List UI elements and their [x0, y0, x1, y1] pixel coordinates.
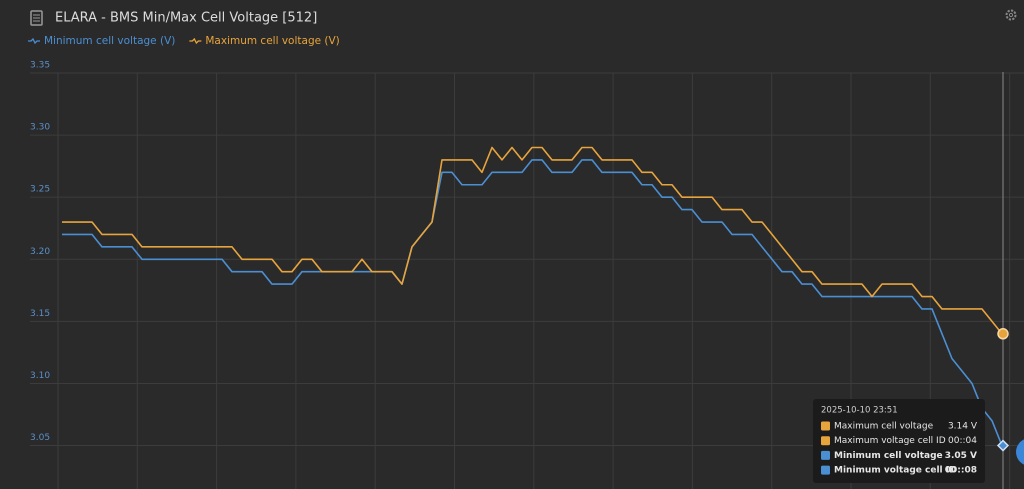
tooltip-item-value: 3.05 V — [945, 451, 977, 461]
y-tick-label: 3.15 — [30, 309, 50, 319]
tooltip: 2025-10-10 23:51 Maximum cell voltage 3.14… — [813, 399, 985, 483]
tooltip-item-name: Maximum cell voltage — [834, 422, 934, 432]
assistant-bubble — [1016, 439, 1024, 465]
y-tick-label: 3.05 — [30, 433, 50, 443]
y-tick-label: 3.30 — [30, 123, 50, 133]
legend: Minimum cell voltage (V) Maximum cell vol… — [28, 35, 340, 47]
y-tick-label: 3.35 — [30, 61, 50, 71]
chart-title: ELARA - BMS Min/Max Cell Voltage [512] — [55, 11, 317, 26]
series-line — [62, 159, 1003, 446]
tooltip-box — [813, 399, 985, 483]
series-line — [62, 146, 1003, 335]
legend-label: Maximum cell voltage (V) — [205, 35, 339, 47]
device-icon — [30, 10, 43, 26]
tooltip-item-value: 00::04 — [948, 436, 977, 446]
tooltip-swatch — [821, 421, 830, 431]
settings-gear[interactable] — [1005, 9, 1017, 21]
y-tick-label: 3.10 — [30, 371, 50, 381]
hover-point — [997, 328, 1009, 340]
y-tick-label: 3.25 — [30, 185, 50, 195]
settings-gear-center — [1008, 12, 1014, 18]
tooltip-item-name: Maximum voltage cell ID — [834, 436, 946, 446]
tooltip-item-name: Minimum voltage cell ID — [834, 466, 957, 476]
tooltip-title: 2025-10-10 23:51 — [821, 406, 898, 416]
tooltip-swatch — [821, 450, 830, 460]
legend-icon — [28, 37, 40, 45]
tooltip-item-value: 3.14 V — [948, 422, 978, 432]
legend-label: Minimum cell voltage (V) — [44, 35, 175, 47]
legend-icon — [189, 37, 202, 45]
plot — [62, 146, 1003, 446]
hover-markers — [996, 328, 1024, 465]
tooltip-swatch — [821, 436, 830, 446]
tooltip-item-value: 00::08 — [945, 466, 977, 476]
y-tick-label: 3.20 — [30, 247, 50, 257]
tooltip-swatch — [821, 465, 830, 475]
hover-point — [996, 439, 1010, 452]
tooltip-item-name: Minimum cell voltage — [834, 451, 943, 461]
